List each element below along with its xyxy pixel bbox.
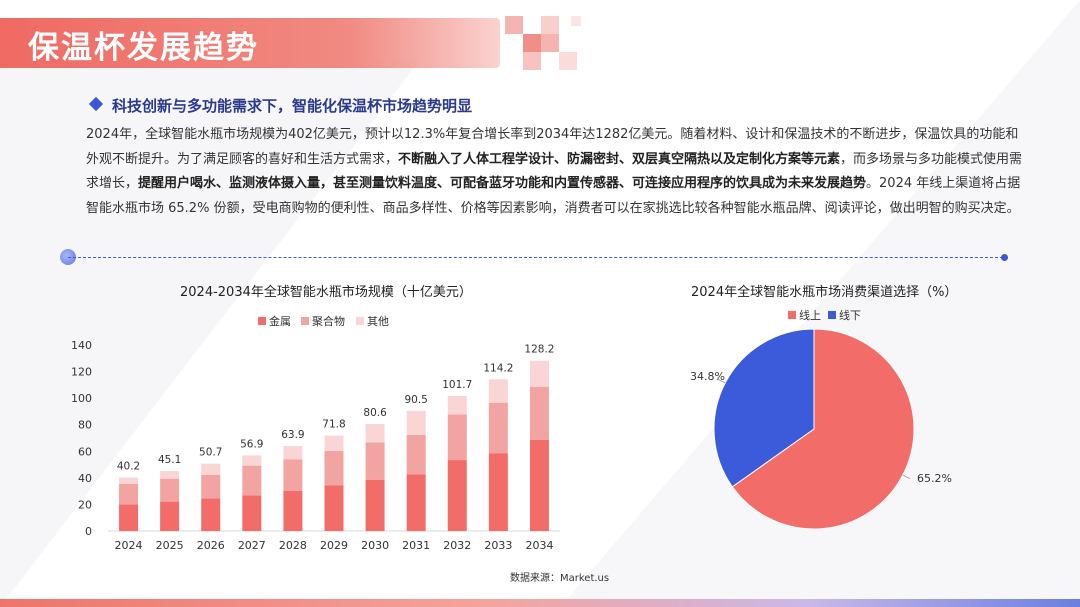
bar-segment-其他 <box>365 423 385 443</box>
bar-total-label: 45.1 <box>158 454 181 466</box>
paragraph-text: ，而多场景与多功能模式使用需求增长， <box>86 151 1023 192</box>
data-source: 数据来源：Market.us <box>510 573 610 584</box>
bar-segment-金属 <box>406 474 426 531</box>
x-tick-label: 2027 <box>238 539 266 552</box>
bar-segment-其他 <box>488 379 508 403</box>
bar-segment-其他 <box>242 455 262 466</box>
bar-segment-金属 <box>324 485 344 531</box>
bar-segment-聚合物 <box>406 434 426 475</box>
x-tick-label: 2034 <box>525 539 553 552</box>
bar-segment-金属 <box>529 439 549 531</box>
pie-chart: 线上 线下 65.2% 34.8% <box>690 308 952 530</box>
bar-segment-金属 <box>488 453 508 531</box>
legend-swatch <box>828 311 836 319</box>
x-tick-label: 2024 <box>115 539 143 552</box>
bar-segment-金属 <box>283 491 303 531</box>
x-tick-label: 2025 <box>156 539 184 552</box>
bar-chart-title: 2024-2034年全球智能水瓶市场规模（十亿美元） <box>180 285 472 300</box>
paragraph-emphasis: 不断融入了人体工程学设计、防漏密封、双层真空隔热以及定制化方案等元素 <box>398 151 841 167</box>
pie-chart-title: 2024年全球智能水瓶市场消费渠道选择（%） <box>691 285 958 300</box>
bar-segment-其他 <box>119 477 139 484</box>
bar-total-label: 90.5 <box>404 394 427 406</box>
y-tick-label: 100 <box>71 392 92 405</box>
bar-segment-聚合物 <box>488 402 508 454</box>
body-paragraph: 2024年，全球智能水瓶市场规模为402亿美元，预计以12.3%年复合增长率到2… <box>86 123 1026 221</box>
paragraph-text: 。2024 年线上渠道将占据智能水瓶市场 65.2% 份额，受电商购物的便利性、… <box>86 176 1021 216</box>
bar-segment-金属 <box>160 501 180 531</box>
paragraph-text: 2024年，全球智能水瓶市场规模为402亿美元，预计以12.3%年复合增长率到2… <box>86 127 1019 167</box>
x-tick-label: 2031 <box>402 539 430 552</box>
bar-total-label: 50.7 <box>199 447 222 459</box>
bar-segment-聚合物 <box>119 483 139 505</box>
bottom-gradient-bar <box>0 599 1080 607</box>
bar-segment-其他 <box>324 435 344 452</box>
legend-swatch <box>356 317 364 325</box>
pie-leader-line <box>902 474 911 479</box>
bar-total-label: 56.9 <box>240 438 263 450</box>
bar-segment-聚合物 <box>283 459 303 492</box>
bullet-diamond-icon <box>88 96 104 112</box>
pie-value-label: 65.2% <box>917 472 952 485</box>
legend-label: 金属 <box>269 314 291 328</box>
legend-swatch <box>258 317 266 325</box>
x-tick-label: 2033 <box>484 539 512 552</box>
x-tick-label: 2029 <box>320 539 348 552</box>
bar-segment-金属 <box>365 479 385 531</box>
paragraph-emphasis: 提醒用户喝水、监测液体摄入量，甚至测量饮料温度、可配备蓝牙功能和内置传感器、可连… <box>138 176 867 191</box>
legend-label: 线上 <box>799 308 821 322</box>
bar-total-label: 128.2 <box>524 344 554 356</box>
bar-segment-其他 <box>447 395 467 415</box>
legend-swatch <box>301 317 309 325</box>
bar-segment-其他 <box>406 410 426 435</box>
pie-value-label: 34.8% <box>690 370 725 383</box>
section-divider <box>68 257 1008 258</box>
title-banner <box>0 18 500 68</box>
y-tick-label: 120 <box>71 366 92 379</box>
divider-end-dot-icon <box>1001 254 1008 261</box>
bar-total-label: 101.7 <box>442 379 472 391</box>
x-tick-label: 2028 <box>279 539 307 552</box>
bar-segment-其他 <box>283 446 303 460</box>
y-tick-label: 80 <box>78 419 92 432</box>
x-tick-label: 2026 <box>197 539 225 552</box>
bar-segment-聚合物 <box>201 474 221 499</box>
bar-segment-其他 <box>160 471 180 479</box>
bar-total-label: 71.8 <box>322 419 345 431</box>
bar-segment-其他 <box>529 360 549 387</box>
bar-segment-聚合物 <box>324 451 344 486</box>
bar-total-label: 63.9 <box>281 429 304 441</box>
pie-slice-线下 <box>713 328 815 488</box>
bar-segment-聚合物 <box>242 465 262 496</box>
legend-label: 其他 <box>367 315 389 328</box>
pie-leader-line <box>717 379 726 384</box>
bar-segment-聚合物 <box>529 386 549 440</box>
bar-total-label: 80.6 <box>363 407 387 419</box>
bar-total-label: 114.2 <box>483 362 513 374</box>
legend-label: 线下 <box>839 308 861 322</box>
bar-segment-聚合物 <box>160 478 180 502</box>
bar-segment-聚合物 <box>447 414 467 461</box>
legend-label: 聚合物 <box>312 314 345 328</box>
bar-segment-金属 <box>447 460 467 531</box>
bar-total-label: 40.2 <box>117 461 140 473</box>
y-tick-label: 40 <box>78 472 92 485</box>
y-tick-label: 60 <box>78 445 92 458</box>
page-title: 保温杯发展趋势 <box>28 30 259 66</box>
x-tick-label: 2030 <box>361 539 389 552</box>
y-tick-label: 0 <box>85 525 92 538</box>
bar-segment-金属 <box>119 504 139 531</box>
section-heading: 科技创新与多功能需求下，智能化保温杯市场趋势明显 <box>112 97 473 115</box>
bar-segment-金属 <box>201 498 221 531</box>
legend-swatch <box>788 311 796 319</box>
x-tick-label: 2032 <box>443 539 471 552</box>
bar-chart: 金属 聚合物 其他 0 20 40 60 80 100 120 140 40.2 2024 45.1 202… <box>71 314 560 552</box>
bar-segment-金属 <box>242 495 262 531</box>
bar-segment-聚合物 <box>365 442 385 480</box>
y-tick-label: 20 <box>78 498 92 511</box>
y-tick-label: 140 <box>71 339 92 352</box>
bar-segment-其他 <box>201 463 221 475</box>
